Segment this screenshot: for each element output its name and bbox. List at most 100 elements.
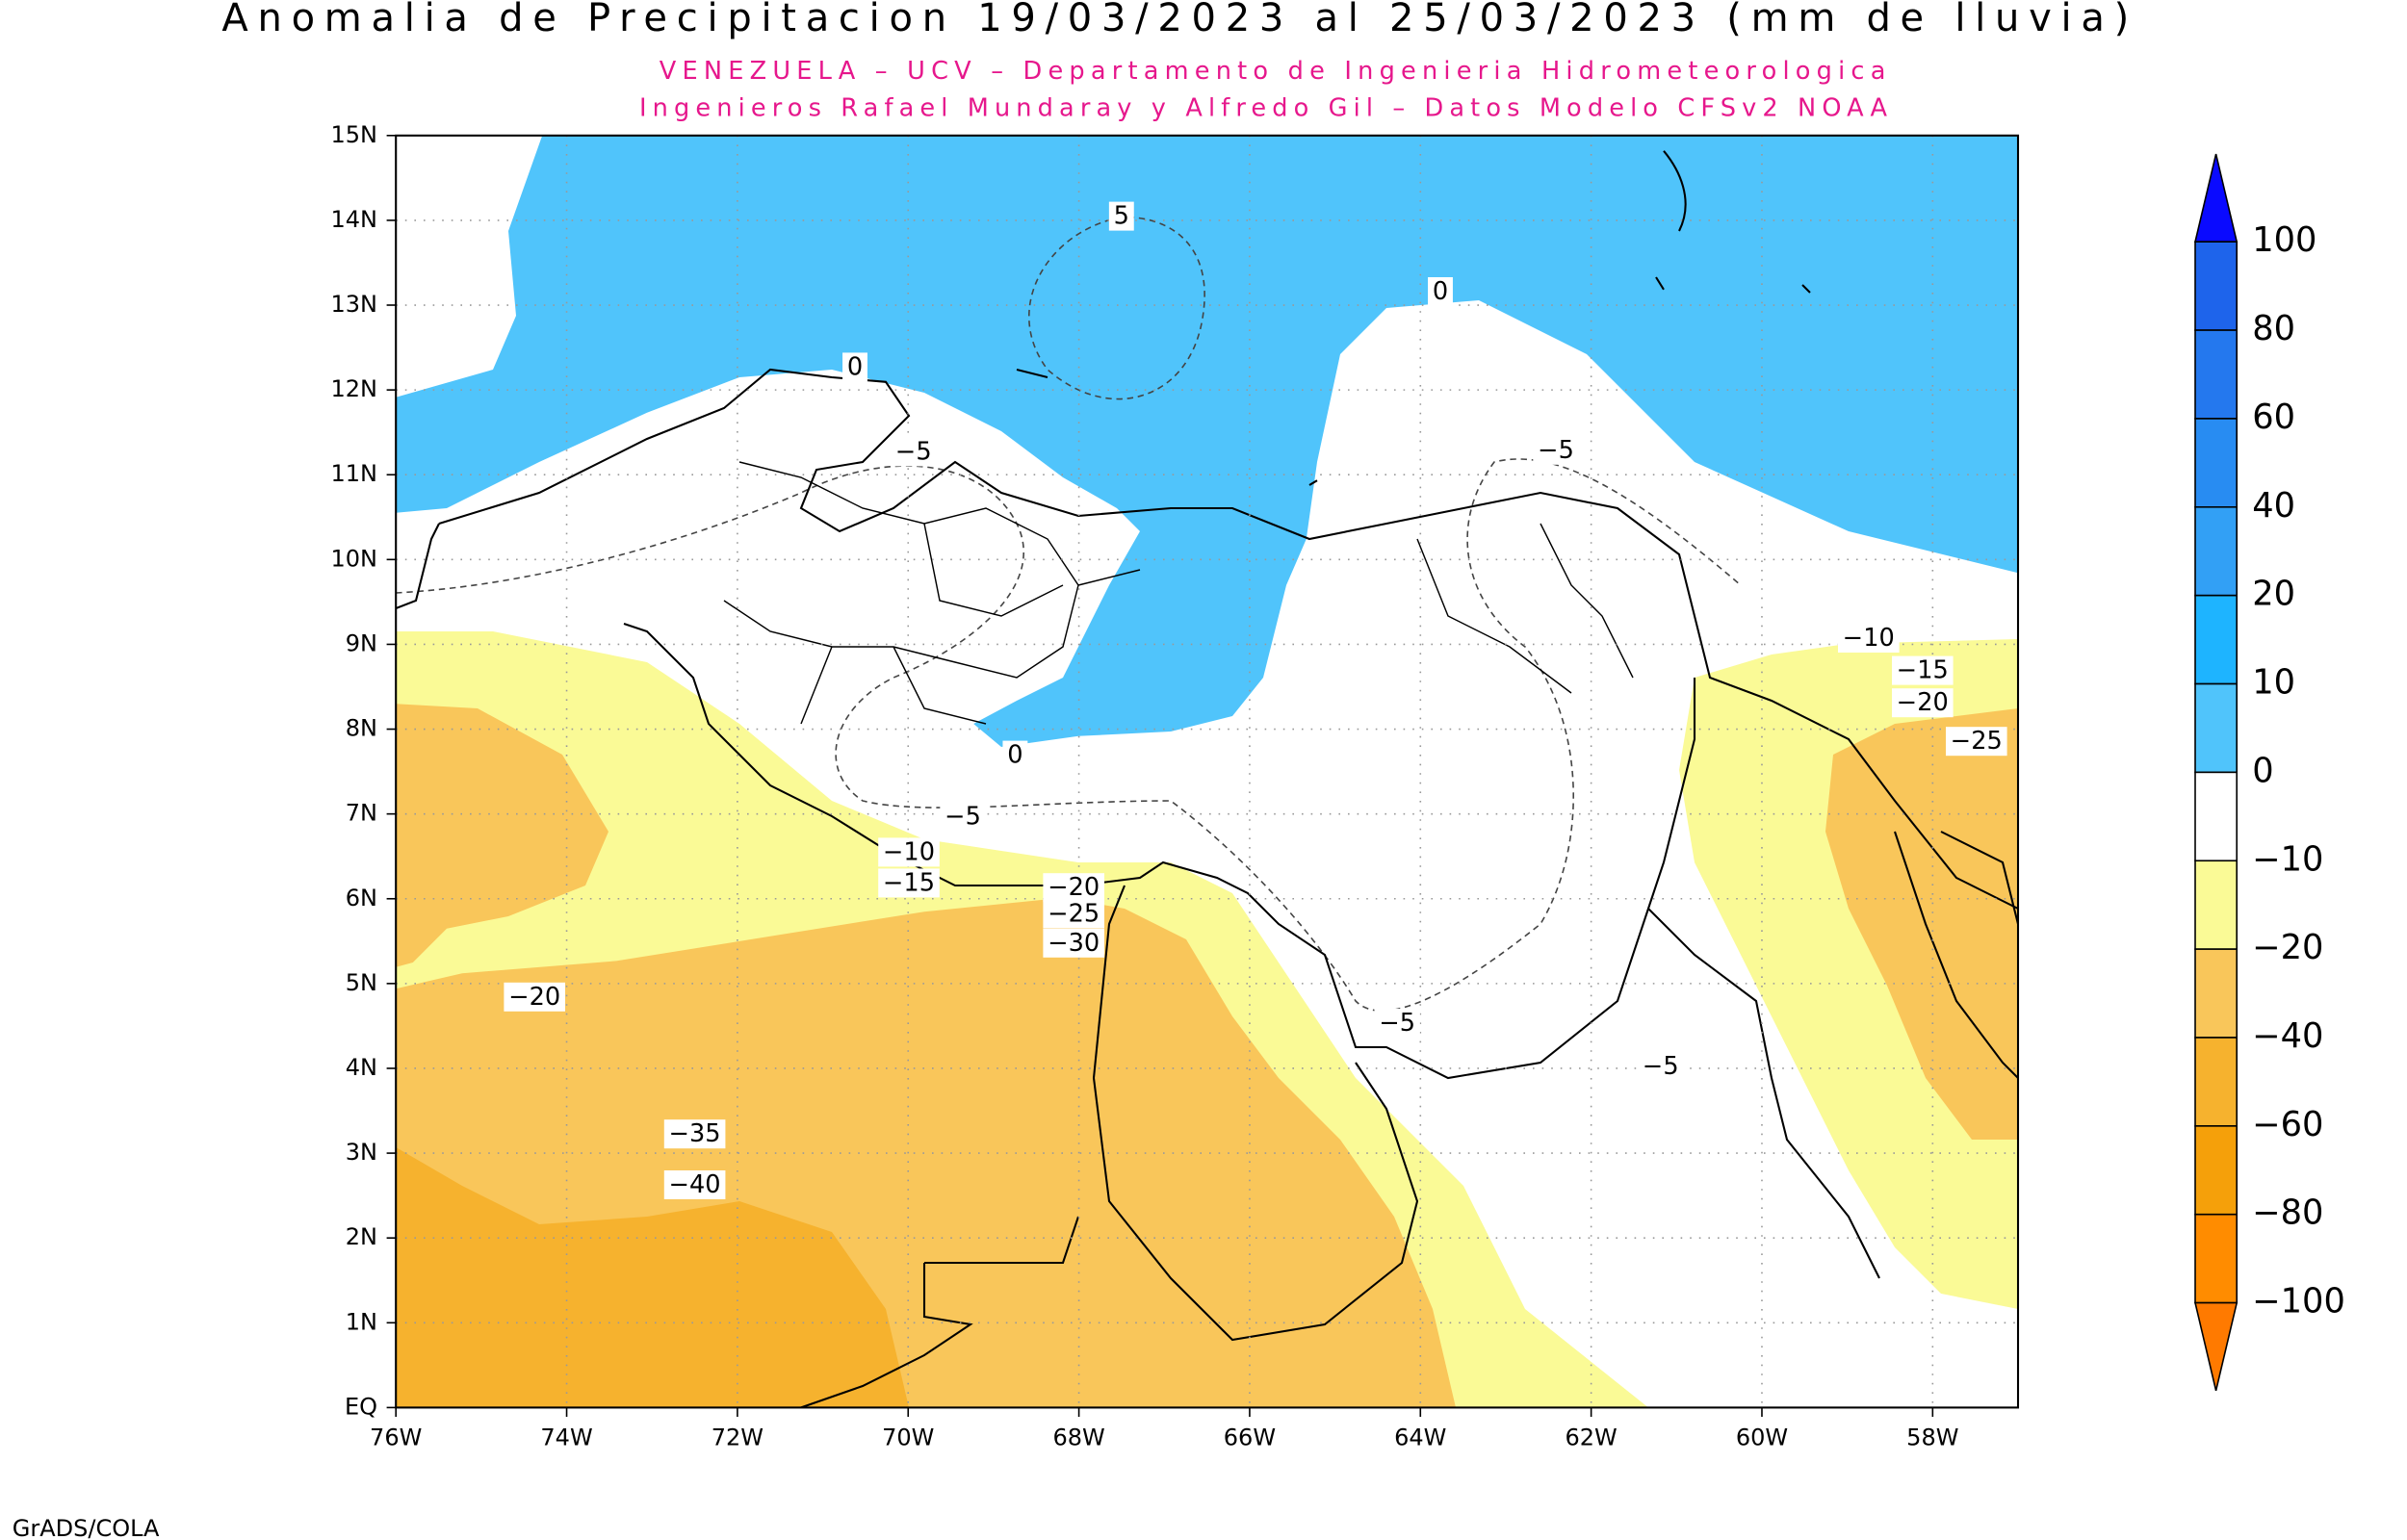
contour-label: −25 (1048, 899, 1100, 928)
colorbar-label: −20 (2252, 928, 2323, 967)
lat-label: EQ (345, 1393, 377, 1420)
contour-labels: 500−5 −50−5−10−15 −20−25−30−20−5−5−35−40−1… (504, 201, 2007, 1199)
colorbar-label: 60 (2252, 398, 2295, 437)
colorbar-box (2194, 329, 2238, 420)
lon-label: 76W (370, 1424, 422, 1450)
colorbar-box (2194, 1037, 2238, 1127)
contour-label: 5 (1114, 202, 1129, 231)
map-area: 500−5 −50−5−10−15 −20−25−30−20−5−5−35−40−1… (396, 135, 2018, 1408)
label-box (1043, 928, 1105, 958)
label-box (1945, 727, 2007, 757)
contour-label: −5 (945, 803, 981, 832)
lat-label: 2N (346, 1223, 377, 1250)
label-box (663, 1119, 726, 1149)
contour-label: −25 (1951, 727, 2003, 756)
lon-label: 58W (1906, 1424, 1958, 1450)
colorbar-box (2194, 418, 2238, 508)
colorbar-box (2194, 1125, 2238, 1216)
label-box (940, 802, 986, 832)
colorbar-label: 20 (2252, 575, 2295, 614)
shade-minus-40 (396, 1147, 909, 1408)
lon-label: 62W (1565, 1424, 1617, 1450)
lon-label: 74W (540, 1424, 592, 1450)
contour-label: −5 (1643, 1052, 1679, 1081)
contour-label: −40 (669, 1170, 721, 1199)
lat-label: 15N (331, 121, 378, 148)
contour-label: 0 (1007, 741, 1022, 770)
lat-label: 1N (346, 1308, 377, 1335)
label-box (891, 437, 937, 467)
contour-label: −10 (883, 837, 935, 866)
contour-label: −20 (1048, 873, 1100, 902)
contour-label: −10 (1843, 624, 1895, 653)
colorbar-label: −60 (2252, 1105, 2323, 1144)
label-box (1533, 435, 1579, 465)
colorbar-label: 10 (2252, 663, 2295, 703)
colorbar-box (2194, 1213, 2238, 1304)
label-box (1891, 688, 1954, 718)
label-box (1043, 873, 1105, 903)
colorbar-label: −10 (2252, 839, 2323, 879)
colorbar-box (2194, 860, 2238, 950)
contour-label: −30 (1048, 929, 1100, 958)
label-box (1002, 740, 1028, 770)
label-box (878, 837, 940, 867)
contour-label: −5 (1379, 1009, 1415, 1038)
colorbar-box (2194, 682, 2238, 774)
contour-label: 0 (1433, 277, 1448, 306)
lat-label: 12N (331, 375, 378, 402)
shade-positive (396, 135, 2018, 747)
shade-minus-20 (1825, 708, 2018, 1140)
contour-label: −20 (508, 983, 560, 1012)
shade-minus-20 (396, 704, 608, 967)
label-box (1638, 1051, 1684, 1081)
label-box (1374, 1009, 1420, 1038)
colorbar-arrow (2193, 1301, 2239, 1391)
contour-label: −5 (1538, 436, 1574, 465)
colorbar-label: −80 (2252, 1194, 2323, 1233)
colorbar-box (2194, 506, 2238, 597)
lon-label: 64W (1394, 1424, 1446, 1450)
lon-label: 72W (712, 1424, 764, 1450)
label-box (842, 352, 867, 382)
lat-label: 5N (346, 969, 377, 996)
contour-label: −5 (895, 437, 932, 466)
lat-label: 11N (331, 460, 378, 487)
lon-label: 70W (882, 1424, 934, 1450)
label-box (1837, 624, 1900, 653)
map-frame (395, 134, 2020, 1409)
colorbar-label: 100 (2252, 220, 2316, 260)
lat-label: 14N (331, 206, 378, 233)
subtitle: VENEZUELA – UCV – Departamento de Ingeni… (660, 57, 1886, 86)
label-box (878, 868, 940, 898)
colorbar-label: 40 (2252, 486, 2295, 526)
lat-label: 8N (346, 715, 377, 742)
label-box (1043, 899, 1105, 929)
colorbar-box (2194, 948, 2238, 1039)
contour-label: −15 (883, 868, 935, 897)
contour-label: 0 (847, 352, 863, 381)
lat-label: 7N (346, 800, 377, 827)
colorbar-label: −100 (2252, 1282, 2345, 1322)
label-box (1891, 655, 1954, 685)
label-box (1428, 277, 1453, 306)
state-border (723, 461, 1634, 725)
contour-line (396, 216, 1742, 1012)
lon-label: 60W (1736, 1424, 1788, 1450)
lat-label: 9N (346, 629, 377, 656)
subtitle: Ingenieros Rafael Mundaray y Alfredo Gil… (639, 94, 1887, 123)
contour-label: −15 (1897, 656, 1949, 685)
contour-label: −20 (1897, 688, 1949, 717)
colorbar-arrow (2193, 153, 2239, 243)
label-box (663, 1170, 726, 1199)
label-box (1108, 201, 1134, 231)
colorbar-box (2194, 241, 2238, 331)
lon-label: 66W (1224, 1424, 1276, 1450)
colorbar-label: 80 (2252, 309, 2295, 348)
lat-label: 3N (346, 1139, 377, 1166)
axis-ticks: EQ 1N 2N 3N 4N 5N 6N 7N 8N 9N 10N 11N 12N 13N 14N 15N 76… (331, 121, 1959, 1451)
colorbar-label: −40 (2252, 1016, 2323, 1056)
lat-label: 13N (331, 291, 378, 318)
